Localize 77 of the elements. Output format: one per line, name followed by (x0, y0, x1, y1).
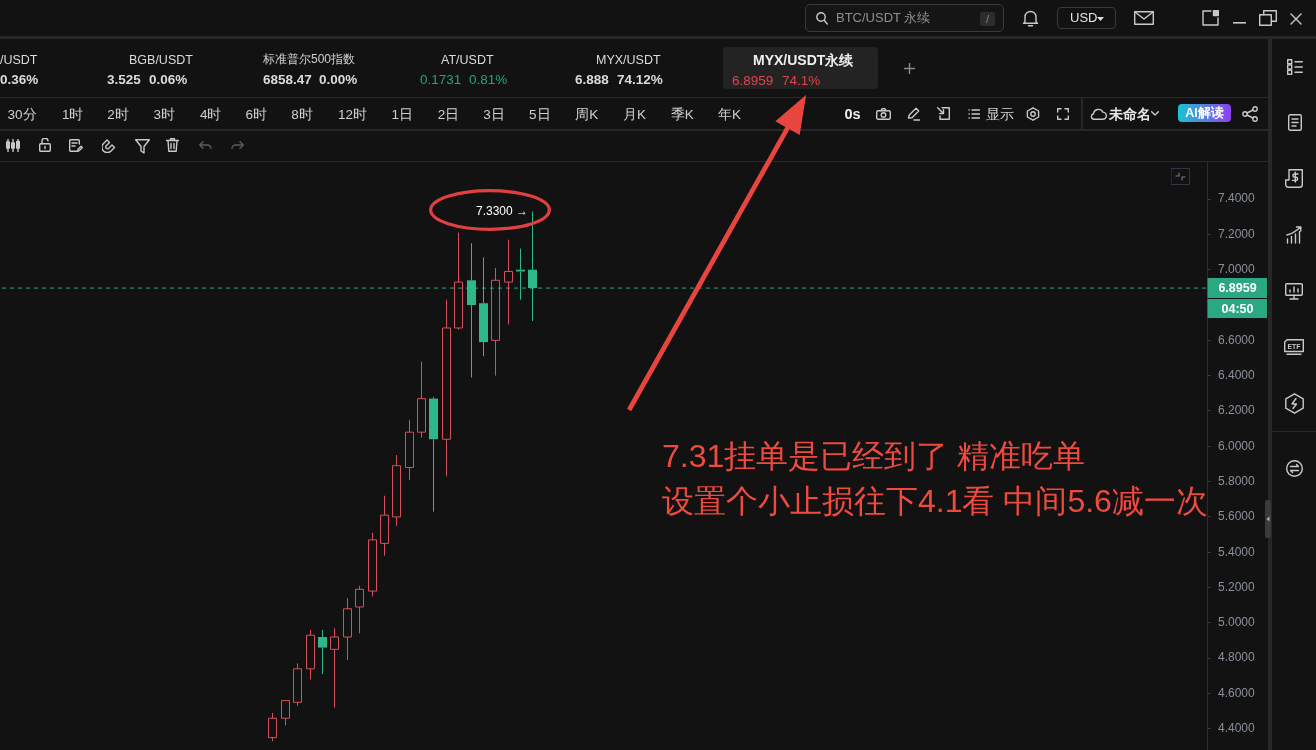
text: 6.8959 (732, 71, 774, 89)
text: 74.1% (782, 71, 821, 89)
text: 04:50 (1221, 301, 1254, 316)
text: USD (1070, 10, 1098, 26)
text: MYX/USDT永续 (753, 51, 854, 69)
candlestick (479, 256, 488, 357)
annotation: 7.3300 → (475, 203, 528, 218)
text: 0s (844, 105, 861, 123)
text: 12时 (338, 105, 368, 123)
text: 4时 (199, 105, 222, 123)
y-tick-label: 6.6000 (1218, 332, 1256, 347)
text: 6.888 (575, 70, 609, 88)
key-hint: / (980, 12, 995, 26)
text: 2日 (437, 105, 460, 123)
annotation: 设置个小止损往下4.1看 中间5.6减一次 (662, 482, 1208, 519)
text: 月K (622, 105, 646, 123)
text: 1时 (61, 105, 84, 123)
y-tick-label: 6.2000 (1218, 403, 1256, 418)
text: 30分 (7, 105, 37, 123)
text: 6时 (245, 105, 267, 123)
y-tick-label: 7.0000 (1218, 262, 1256, 277)
text: 标准普尔500指数 (263, 51, 356, 67)
y-tick-label: 6.0000 (1218, 438, 1256, 453)
candlestick (380, 495, 389, 557)
y-tick-label: 5.0000 (1218, 615, 1256, 630)
text: 0.81% (469, 70, 508, 88)
candlestick (306, 629, 315, 680)
text: 0.06% (149, 70, 188, 88)
candlestick (318, 629, 327, 675)
y-tick-label: 5.8000 (1218, 473, 1256, 488)
text: 0.36% (0, 70, 39, 88)
text: BGB/USDT (129, 52, 193, 68)
text: 74.12% (617, 70, 663, 88)
candlestick (355, 585, 364, 634)
badge: AI解读 (1178, 104, 1231, 122)
text: 年K (717, 105, 741, 123)
text: 0.1731 (420, 70, 462, 88)
text: 显示 (985, 105, 1014, 123)
candlestick (467, 242, 476, 378)
text: 1日 (391, 105, 413, 123)
candlestick (429, 396, 438, 513)
candlestick (491, 267, 500, 377)
text: BTC/USDT 永续 (836, 10, 931, 26)
text: 0.00% (319, 70, 358, 88)
text: 2时 (107, 105, 129, 123)
text: 未命名 (1109, 105, 1151, 123)
candlestick (343, 597, 352, 661)
y-tick-label: 4.6000 (1218, 685, 1256, 700)
y-tick-label: 4.4000 (1218, 721, 1256, 736)
text: AT/USDT (441, 52, 494, 68)
text: 3日 (483, 105, 505, 123)
text: 6858.47 (263, 70, 312, 88)
text: 8时 (291, 105, 313, 123)
y-tick-label: 7.4000 (1218, 191, 1256, 206)
candlestick (504, 239, 513, 325)
candlestick (528, 210, 537, 322)
candlestick (417, 361, 426, 438)
text: 3.525 (107, 70, 141, 88)
text: MYX/USDT (596, 52, 661, 68)
ref-line-label: 6.8959 (1218, 281, 1257, 296)
candlestick (330, 627, 339, 709)
text: 5日 (529, 105, 551, 123)
candlestick (392, 454, 401, 527)
text: 周K (575, 105, 599, 123)
y-tick-label: 6.4000 (1218, 367, 1256, 382)
y-tick-label: 7.2000 (1218, 226, 1256, 241)
candlestick (442, 299, 451, 477)
text: /USDT (0, 52, 38, 68)
text: 季K (670, 105, 694, 123)
candlestick (454, 232, 463, 331)
annotation: 7.31挂单是已经到了 精准吃单 (662, 437, 1086, 474)
candlestick (405, 419, 414, 481)
y-tick-label: 4.8000 (1218, 650, 1256, 665)
y-tick-label: 5.6000 (1218, 509, 1256, 524)
y-tick-label: 5.2000 (1218, 579, 1256, 594)
y-tick-label: 5.4000 (1218, 544, 1256, 559)
text: 3时 (153, 105, 176, 123)
